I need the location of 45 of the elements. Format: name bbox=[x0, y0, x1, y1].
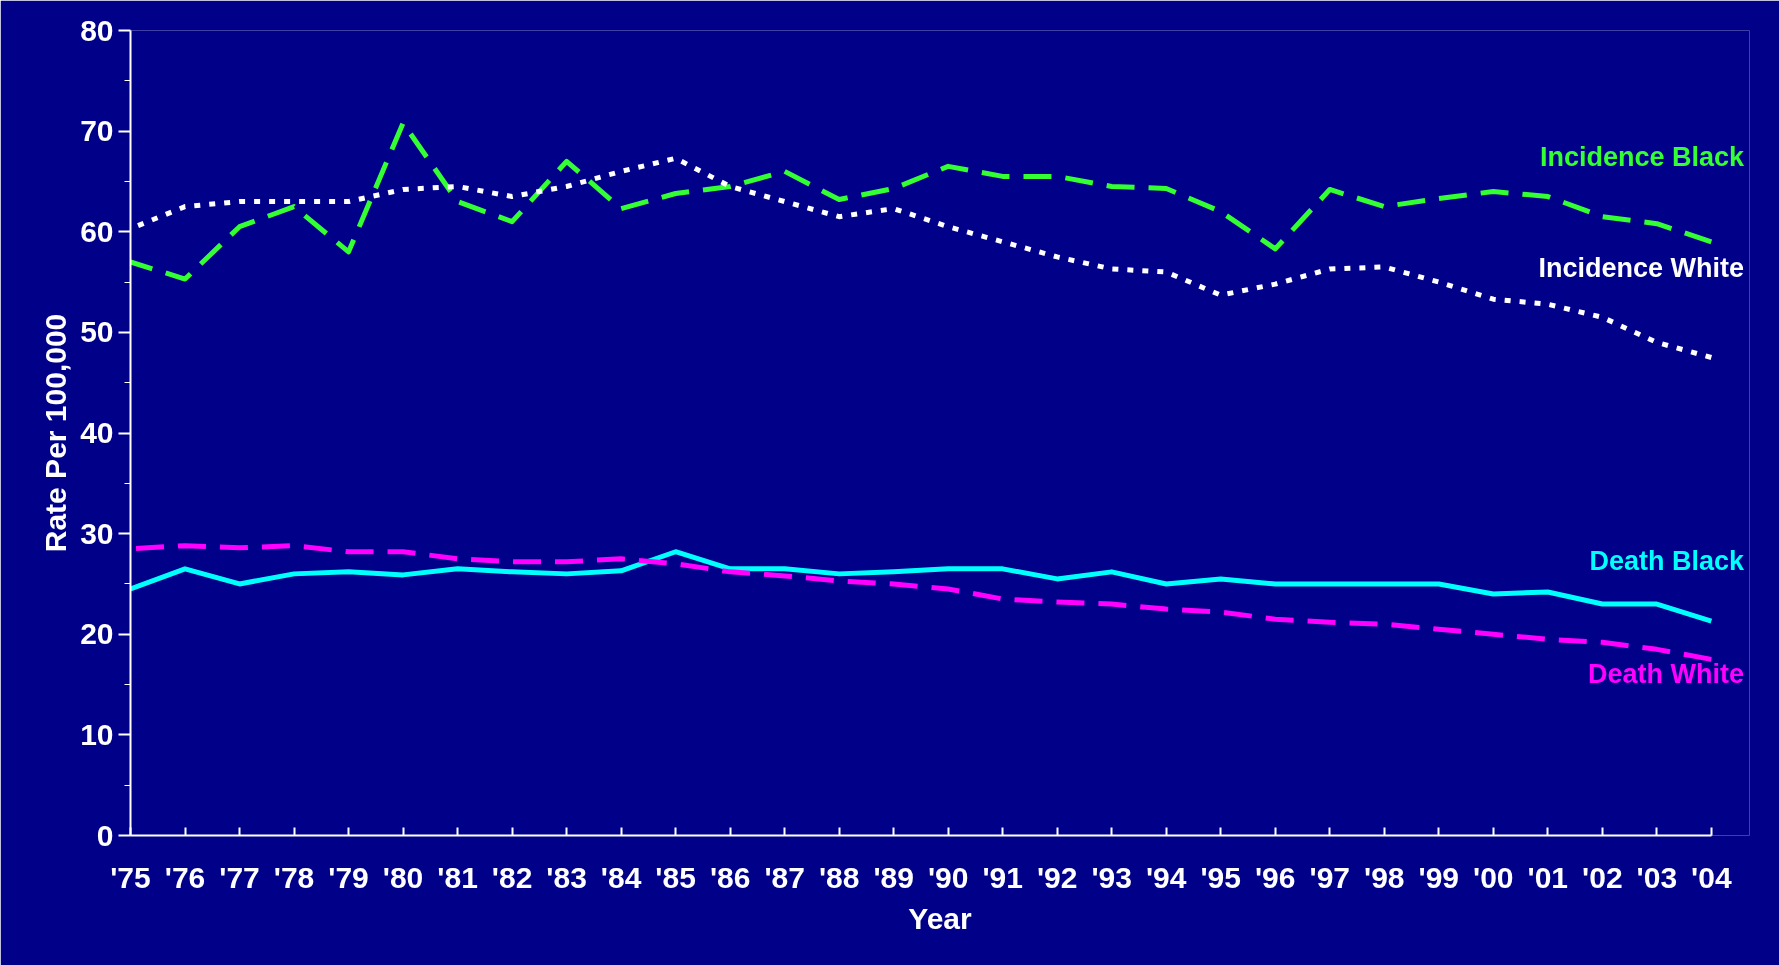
series-label: Death Black bbox=[1589, 546, 1746, 577]
x-tick-label: '85 bbox=[655, 860, 696, 894]
x-tick-label: '98 bbox=[1364, 860, 1405, 894]
y-tick-label: 80 bbox=[80, 13, 114, 47]
y-tick-label: 70 bbox=[80, 114, 114, 148]
x-tick-label: '92 bbox=[1036, 860, 1078, 894]
y-tick-label: 20 bbox=[80, 617, 114, 651]
x-tick-label: '88 bbox=[818, 860, 860, 894]
x-tick-label: '00 bbox=[1473, 860, 1514, 894]
x-tick-label: '81 bbox=[437, 860, 478, 894]
x-tick-label: '02 bbox=[1582, 860, 1623, 894]
x-tick-label: '83 bbox=[546, 860, 587, 894]
x-tick-label: '87 bbox=[764, 860, 805, 894]
x-tick-label: '77 bbox=[219, 860, 260, 894]
x-tick-label: '94 bbox=[1145, 860, 1187, 894]
x-tick-label: '04 bbox=[1691, 860, 1732, 894]
x-tick-label: '90 bbox=[927, 860, 969, 894]
x-tick-label: '93 bbox=[1091, 860, 1132, 894]
x-tick-label: '97 bbox=[1309, 860, 1351, 894]
x-tick-label: '86 bbox=[709, 860, 751, 894]
y-tick-label: 0 bbox=[96, 818, 114, 852]
y-tick-label: 50 bbox=[80, 315, 114, 349]
x-tick-label: '82 bbox=[491, 860, 533, 894]
y-tick-label: 30 bbox=[80, 516, 114, 550]
series-label: Incidence White bbox=[1538, 252, 1745, 283]
x-tick-label: '80 bbox=[382, 860, 424, 894]
x-tick-label: '96 bbox=[1255, 860, 1296, 894]
x-tick-label: '01 bbox=[1527, 860, 1569, 894]
x-tick-label: '84 bbox=[600, 860, 642, 894]
y-axis-title: Rate Per 100,000 bbox=[39, 313, 73, 553]
x-tick-label: '03 bbox=[1636, 860, 1678, 894]
x-tick-label: '79 bbox=[328, 860, 369, 894]
y-tick-label: 60 bbox=[80, 214, 114, 248]
x-tick-label: '91 bbox=[982, 860, 1023, 894]
y-tick-label: 40 bbox=[80, 416, 114, 449]
x-tick-label: '89 bbox=[873, 860, 914, 894]
y-tick-label: 10 bbox=[80, 717, 114, 751]
series-label: Incidence Black bbox=[1539, 141, 1746, 172]
series-label: Death White bbox=[1588, 659, 1745, 690]
x-tick-label: '78 bbox=[273, 860, 315, 894]
x-tick-label: '95 bbox=[1200, 860, 1241, 894]
x-tick-label: '75 bbox=[110, 860, 151, 894]
x-tick-label: '76 bbox=[164, 860, 206, 894]
x-axis-title: Year bbox=[908, 901, 973, 935]
x-tick-label: '99 bbox=[1418, 860, 1460, 894]
